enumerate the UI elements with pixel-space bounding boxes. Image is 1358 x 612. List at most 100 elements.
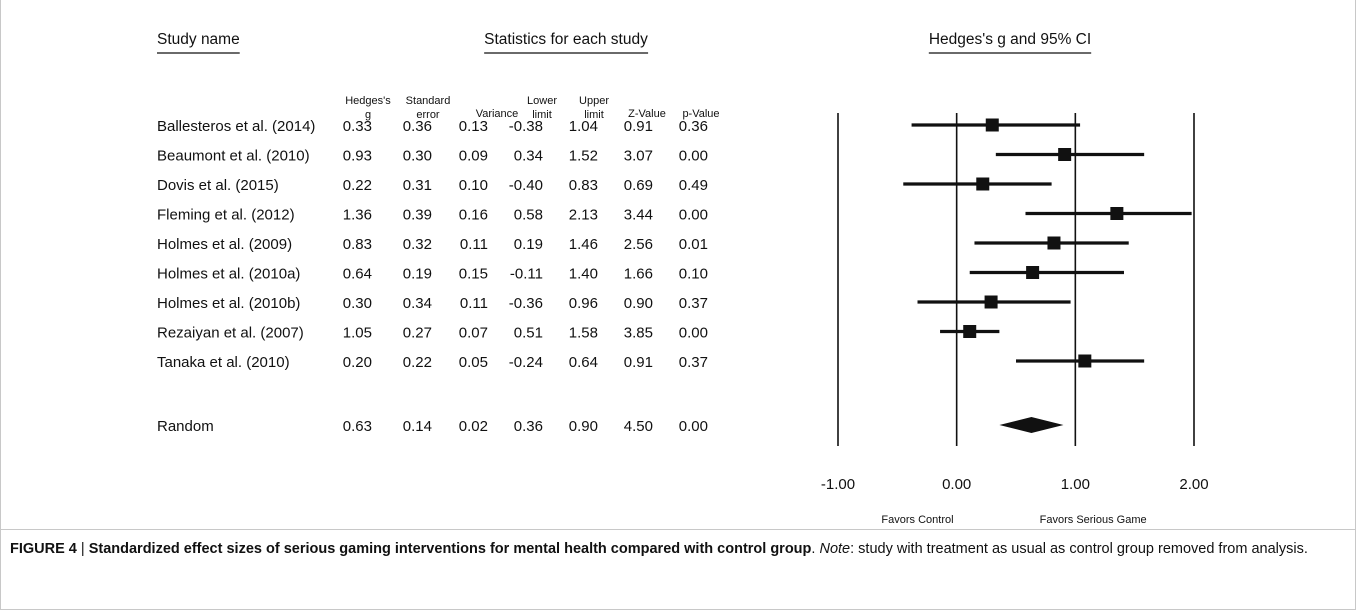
caption-separator: | bbox=[76, 541, 89, 557]
table-row-2-g: 0.93 bbox=[343, 148, 372, 165]
effect-size-marker-1 bbox=[985, 118, 999, 132]
table-row-6-study: Holmes et al. (2010a) bbox=[157, 266, 300, 283]
summary-row-z: 4.50 bbox=[624, 418, 653, 435]
table-row-6-se: 0.19 bbox=[403, 266, 432, 283]
table-row-2-se: 0.30 bbox=[403, 148, 432, 165]
column-header-upper: Upper bbox=[579, 95, 609, 107]
table-row-3-se: 0.31 bbox=[403, 177, 432, 194]
favors-control-label: Favors Control bbox=[881, 514, 953, 526]
table-row-1-study: Ballesteros et al. (2014) bbox=[157, 118, 315, 135]
table-row-5-study: Holmes et al. (2009) bbox=[157, 236, 292, 253]
table-row-3-study: Dovis et al. (2015) bbox=[157, 177, 279, 194]
x-tick-label: 1.00 bbox=[1061, 476, 1090, 493]
column-header-lower: limit bbox=[532, 109, 552, 121]
table-row-1-lower: -0.38 bbox=[509, 118, 543, 135]
table-row-9-study: Tanaka et al. (2010) bbox=[157, 354, 290, 371]
table-row-6-p: 0.10 bbox=[679, 266, 708, 283]
table-row-8-z: 3.85 bbox=[624, 325, 653, 342]
favors-serious-game-label: Favors Serious Game bbox=[1040, 514, 1147, 526]
x-tick-label: 2.00 bbox=[1179, 476, 1208, 493]
summary-row-upper: 0.90 bbox=[569, 418, 598, 435]
column-header-var: Variance bbox=[476, 108, 519, 120]
table-row-7-z: 0.90 bbox=[624, 295, 653, 312]
table-row-8-se: 0.27 bbox=[403, 325, 432, 342]
table-row-1-upper: 1.04 bbox=[569, 118, 598, 135]
table-row-4-study: Fleming et al. (2012) bbox=[157, 207, 295, 224]
x-tick-label: 0.00 bbox=[942, 476, 971, 493]
table-row-9-se: 0.22 bbox=[403, 354, 432, 371]
column-header-g: g bbox=[365, 109, 371, 121]
table-row-3-lower: -0.40 bbox=[509, 177, 543, 194]
table-row-8-lower: 0.51 bbox=[514, 325, 543, 342]
table-row-7-upper: 0.96 bbox=[569, 295, 598, 312]
table-row-2-upper: 1.52 bbox=[569, 148, 598, 165]
table-row-2-lower: 0.34 bbox=[514, 148, 543, 165]
table-row-7-var: 0.11 bbox=[460, 295, 488, 312]
table-row-5-z: 2.56 bbox=[624, 236, 653, 253]
caption-period: . bbox=[811, 541, 820, 557]
table-row-4-var: 0.16 bbox=[459, 207, 488, 224]
table-row-5-lower: 0.19 bbox=[514, 236, 543, 253]
table-row-5-upper: 1.46 bbox=[569, 236, 598, 253]
column-header-z: Z-Value bbox=[628, 108, 666, 120]
statistics-group-header: Statistics for each study bbox=[484, 31, 648, 48]
table-row-6-lower: -0.11 bbox=[510, 266, 543, 283]
table-row-7-lower: -0.36 bbox=[509, 295, 543, 312]
summary-row-var: 0.02 bbox=[459, 418, 488, 435]
table-row-2-p: 0.00 bbox=[679, 148, 708, 165]
table-row-8-var: 0.07 bbox=[459, 325, 488, 342]
forest-plot-title: Hedges's g and 95% CI bbox=[929, 31, 1091, 48]
table-row-2-study: Beaumont et al. (2010) bbox=[157, 148, 310, 165]
effect-size-marker-8 bbox=[963, 325, 977, 338]
table-row-7-p: 0.37 bbox=[679, 295, 708, 312]
table-row-9-g: 0.20 bbox=[343, 354, 372, 371]
table-row-9-upper: 0.64 bbox=[569, 354, 598, 371]
table-row-4-p: 0.00 bbox=[679, 207, 708, 224]
summary-diamond bbox=[999, 417, 1064, 433]
summary-row-g: 0.63 bbox=[343, 418, 372, 435]
table-row-1-se: 0.36 bbox=[403, 118, 432, 135]
table-row-6-g: 0.64 bbox=[343, 266, 372, 283]
table-row-1-g: 0.33 bbox=[343, 118, 372, 135]
figure-caption: FIGURE 4 | Standardized effect sizes of … bbox=[10, 538, 1340, 560]
summary-row-lower: 0.36 bbox=[514, 418, 543, 435]
figure-label: FIGURE 4 bbox=[10, 541, 77, 557]
table-row-8-g: 1.05 bbox=[343, 325, 372, 342]
table-row-4-se: 0.39 bbox=[403, 207, 432, 224]
table-row-6-upper: 1.40 bbox=[569, 266, 598, 283]
table-row-2-z: 3.07 bbox=[624, 148, 653, 165]
table-row-6-var: 0.15 bbox=[459, 266, 488, 283]
table-row-4-lower: 0.58 bbox=[514, 207, 543, 224]
column-header-se: Standard bbox=[406, 95, 451, 107]
table-row-4-upper: 2.13 bbox=[569, 207, 598, 224]
summary-row-study: Random bbox=[157, 418, 214, 435]
table-row-5-p: 0.01 bbox=[679, 236, 708, 253]
column-header-lower: Lower bbox=[527, 95, 557, 107]
table-row-3-var: 0.10 bbox=[459, 177, 488, 194]
table-row-3-upper: 0.83 bbox=[569, 177, 598, 194]
x-tick-label: -1.00 bbox=[821, 476, 855, 493]
table-row-5-g: 0.83 bbox=[343, 236, 372, 253]
table-row-8-study: Rezaiyan et al. (2007) bbox=[157, 325, 304, 342]
table-row-5-var: 0.11 bbox=[460, 236, 488, 253]
table-row-1-p: 0.36 bbox=[679, 118, 708, 135]
table-row-3-z: 0.69 bbox=[624, 177, 653, 194]
forest-plot-figure: Study name Statistics for each study Hedge… bbox=[157, 31, 1209, 526]
effect-size-marker-4 bbox=[1110, 207, 1124, 220]
table-row-4-g: 1.36 bbox=[343, 207, 372, 224]
figure-title: Standardized effect sizes of serious gam… bbox=[88, 541, 812, 557]
summary-row-se: 0.14 bbox=[403, 418, 432, 435]
note-label: Note bbox=[819, 541, 851, 557]
column-header-upper: limit bbox=[584, 109, 604, 121]
table-row-4-z: 3.44 bbox=[624, 207, 653, 224]
column-header-se: error bbox=[416, 109, 440, 121]
caption-divider bbox=[0, 529, 1356, 530]
table-row-7-study: Holmes et al. (2010b) bbox=[157, 295, 300, 312]
table-row-3-p: 0.49 bbox=[679, 177, 708, 194]
note-text: : study with treatment as usual as contr… bbox=[850, 541, 1308, 557]
table-row-2-var: 0.09 bbox=[459, 148, 488, 165]
column-header-p: p-Value bbox=[682, 108, 719, 120]
table-row-3-g: 0.22 bbox=[343, 177, 372, 194]
table-row-7-g: 0.30 bbox=[343, 295, 372, 312]
